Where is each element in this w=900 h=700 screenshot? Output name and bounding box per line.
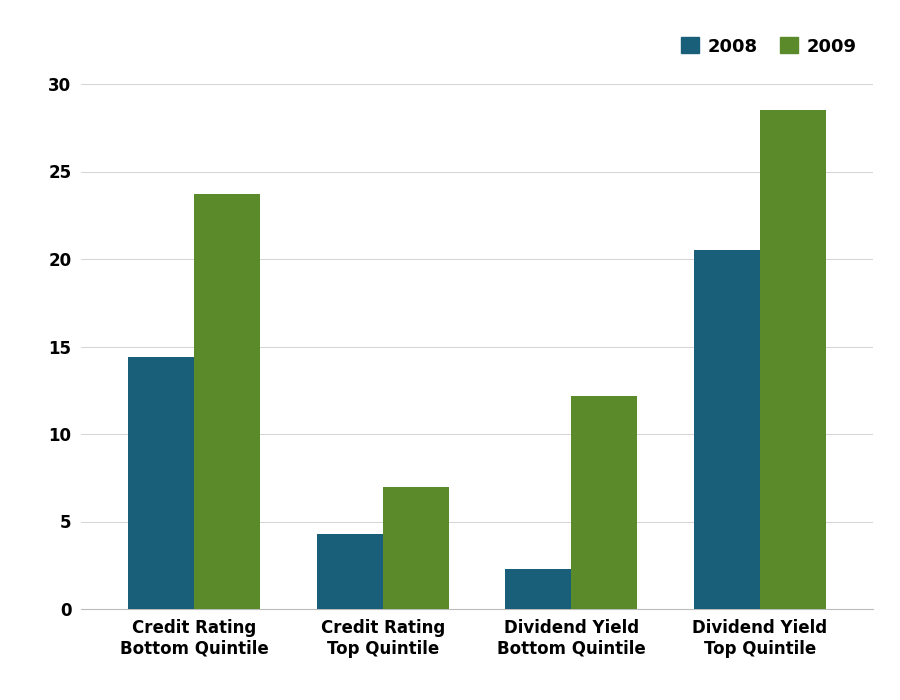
Bar bbox=[505, 568, 572, 609]
Bar bbox=[317, 533, 382, 609]
Bar bbox=[128, 357, 194, 609]
Bar bbox=[382, 486, 449, 609]
Legend: 2008, 2009: 2008, 2009 bbox=[673, 30, 864, 63]
Bar bbox=[194, 194, 260, 609]
Bar bbox=[572, 395, 637, 609]
Bar bbox=[760, 110, 826, 609]
Bar bbox=[694, 251, 760, 609]
